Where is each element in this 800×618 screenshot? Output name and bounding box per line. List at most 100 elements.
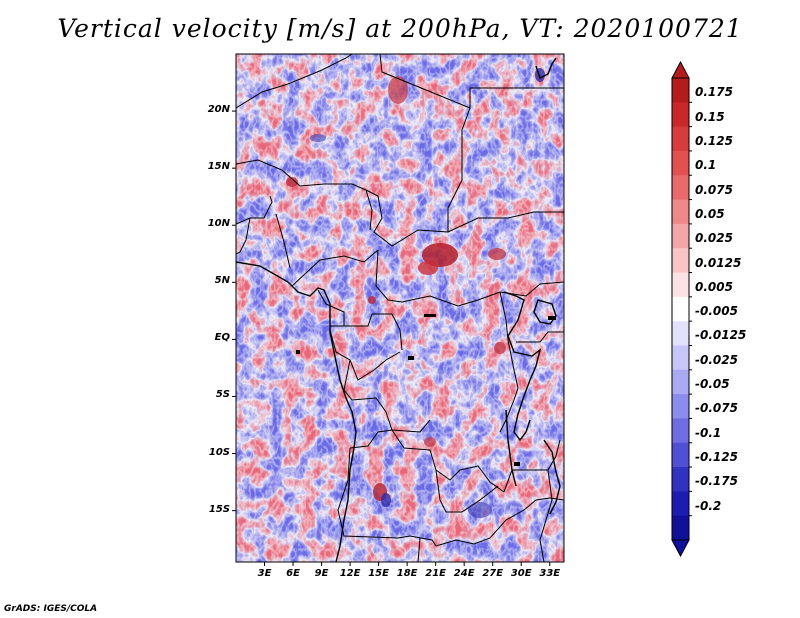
water-body [296,350,300,354]
border-line [503,439,561,493]
lake-malawi [543,439,561,515]
border-line [236,217,251,255]
updraft-cell [488,248,506,260]
border-line [236,195,273,225]
colorbar-segment [672,296,689,322]
chart-title: Vertical velocity [m/s] at 200hPa, VT: 2… [57,14,743,43]
colorbar-segment [672,126,689,152]
colorbar-level-label: -0.025 [695,352,738,367]
border-line [365,189,564,247]
axis-ticks [232,110,551,566]
downdraft-cell [468,502,492,518]
colorbar-level-label: -0.005 [695,304,738,319]
colorbar-level-label: -0.175 [695,474,738,489]
colorbar-segment [672,223,689,249]
lon-tick-label: 9E [314,568,329,579]
lake-tanganyika [505,409,517,487]
water-body [424,314,436,317]
colorbar-level-label: -0.2 [695,498,722,513]
lon-tick-label: 21E [425,568,447,579]
strong-updraft-cells [286,76,506,501]
border-line [417,537,421,562]
water-body [548,316,556,320]
lon-tick-label: 3E [257,568,272,579]
lat-tick-label: EQ [214,332,230,344]
lake-victoria [533,299,557,325]
colorbar-min-arrow [671,539,690,558]
border-line [539,469,553,562]
border-line [447,107,471,232]
border-line [344,313,403,351]
coastline-path [236,261,357,562]
lon-tick-label: 30E [510,568,532,579]
inland-water-bodies [296,314,556,466]
colorbar-level-label: -0.0125 [695,328,747,343]
colorbar-segment [672,272,689,298]
colorbar-level-label: 0.15 [695,109,725,124]
updraft-cell [368,296,376,304]
downdraft-cell [381,493,391,507]
updraft-cell [388,76,408,104]
colorbar-segment [672,150,689,176]
colorbar-level-label: 0.125 [695,133,733,148]
colorbar-segment [672,321,689,346]
lat-tick-label: 10N [207,218,230,230]
strong-downdraft-cells [310,68,545,518]
map-panel [235,53,565,563]
lat-tick-label: 20N [207,104,230,116]
lon-tick-label: 33E [539,568,561,579]
border-line [329,329,401,381]
lat-tick-label: 5S [215,389,230,401]
colorbar-level-label: 0.05 [695,206,725,221]
downdraft-cell [310,134,326,142]
lon-tick-label: 12E [339,568,361,579]
border-line [236,159,373,231]
colorbar-segment [672,515,689,541]
border-line [516,331,564,343]
border-line [337,447,437,547]
colorbar-level-label: 0.0125 [695,255,742,270]
colorbar-level-label: -0.05 [695,377,730,392]
border-line [499,291,519,433]
colorbar-segment [672,418,689,444]
colorbar-level-label: 0.025 [695,231,733,246]
colorbar-max-arrow [671,60,690,79]
downdraft-cell [535,68,545,82]
lon-tick-label: 27E [482,568,504,579]
lat-tick-label: 15N [207,161,230,173]
colorbar-level-label: 0.1 [695,158,717,173]
updraft-cell [418,261,438,275]
colorbar-level-label: 0.005 [695,279,733,294]
lon-tick-label: 6E [286,568,300,579]
coastline [236,57,561,562]
colorbar-segment [672,345,689,371]
colorbar-level-label: -0.075 [695,401,738,416]
colorbar-segment [672,102,689,128]
lat-tick-label: 15S [208,503,230,515]
border-line [236,54,353,109]
border-line [435,469,499,513]
updraft-cell [494,342,506,354]
border-line [375,249,564,307]
colorbar-segment [672,248,689,274]
colorbar-level-label: -0.1 [695,425,722,440]
colorbar [671,60,692,558]
colorbar-frame [671,77,690,541]
colorbar-segment [672,442,689,468]
colorbar-segment [672,467,689,492]
updraft-cell [286,177,298,187]
border-line [391,429,505,493]
updraft-cell [424,437,436,447]
colorbar-segment [672,394,689,419]
lon-tick-label: 18E [396,568,418,579]
credit-text: GrADS: IGES/COLA [4,604,98,614]
velocity-field-texture [236,54,564,562]
border-line [291,249,379,287]
lat-tick-label: 10S [208,446,230,458]
colorbar-level-label: 0.075 [695,182,733,197]
updraft-cell [422,243,458,267]
lon-tick-label: 24E [453,568,475,579]
border-line [435,497,564,547]
colorbar-segment [672,491,689,517]
